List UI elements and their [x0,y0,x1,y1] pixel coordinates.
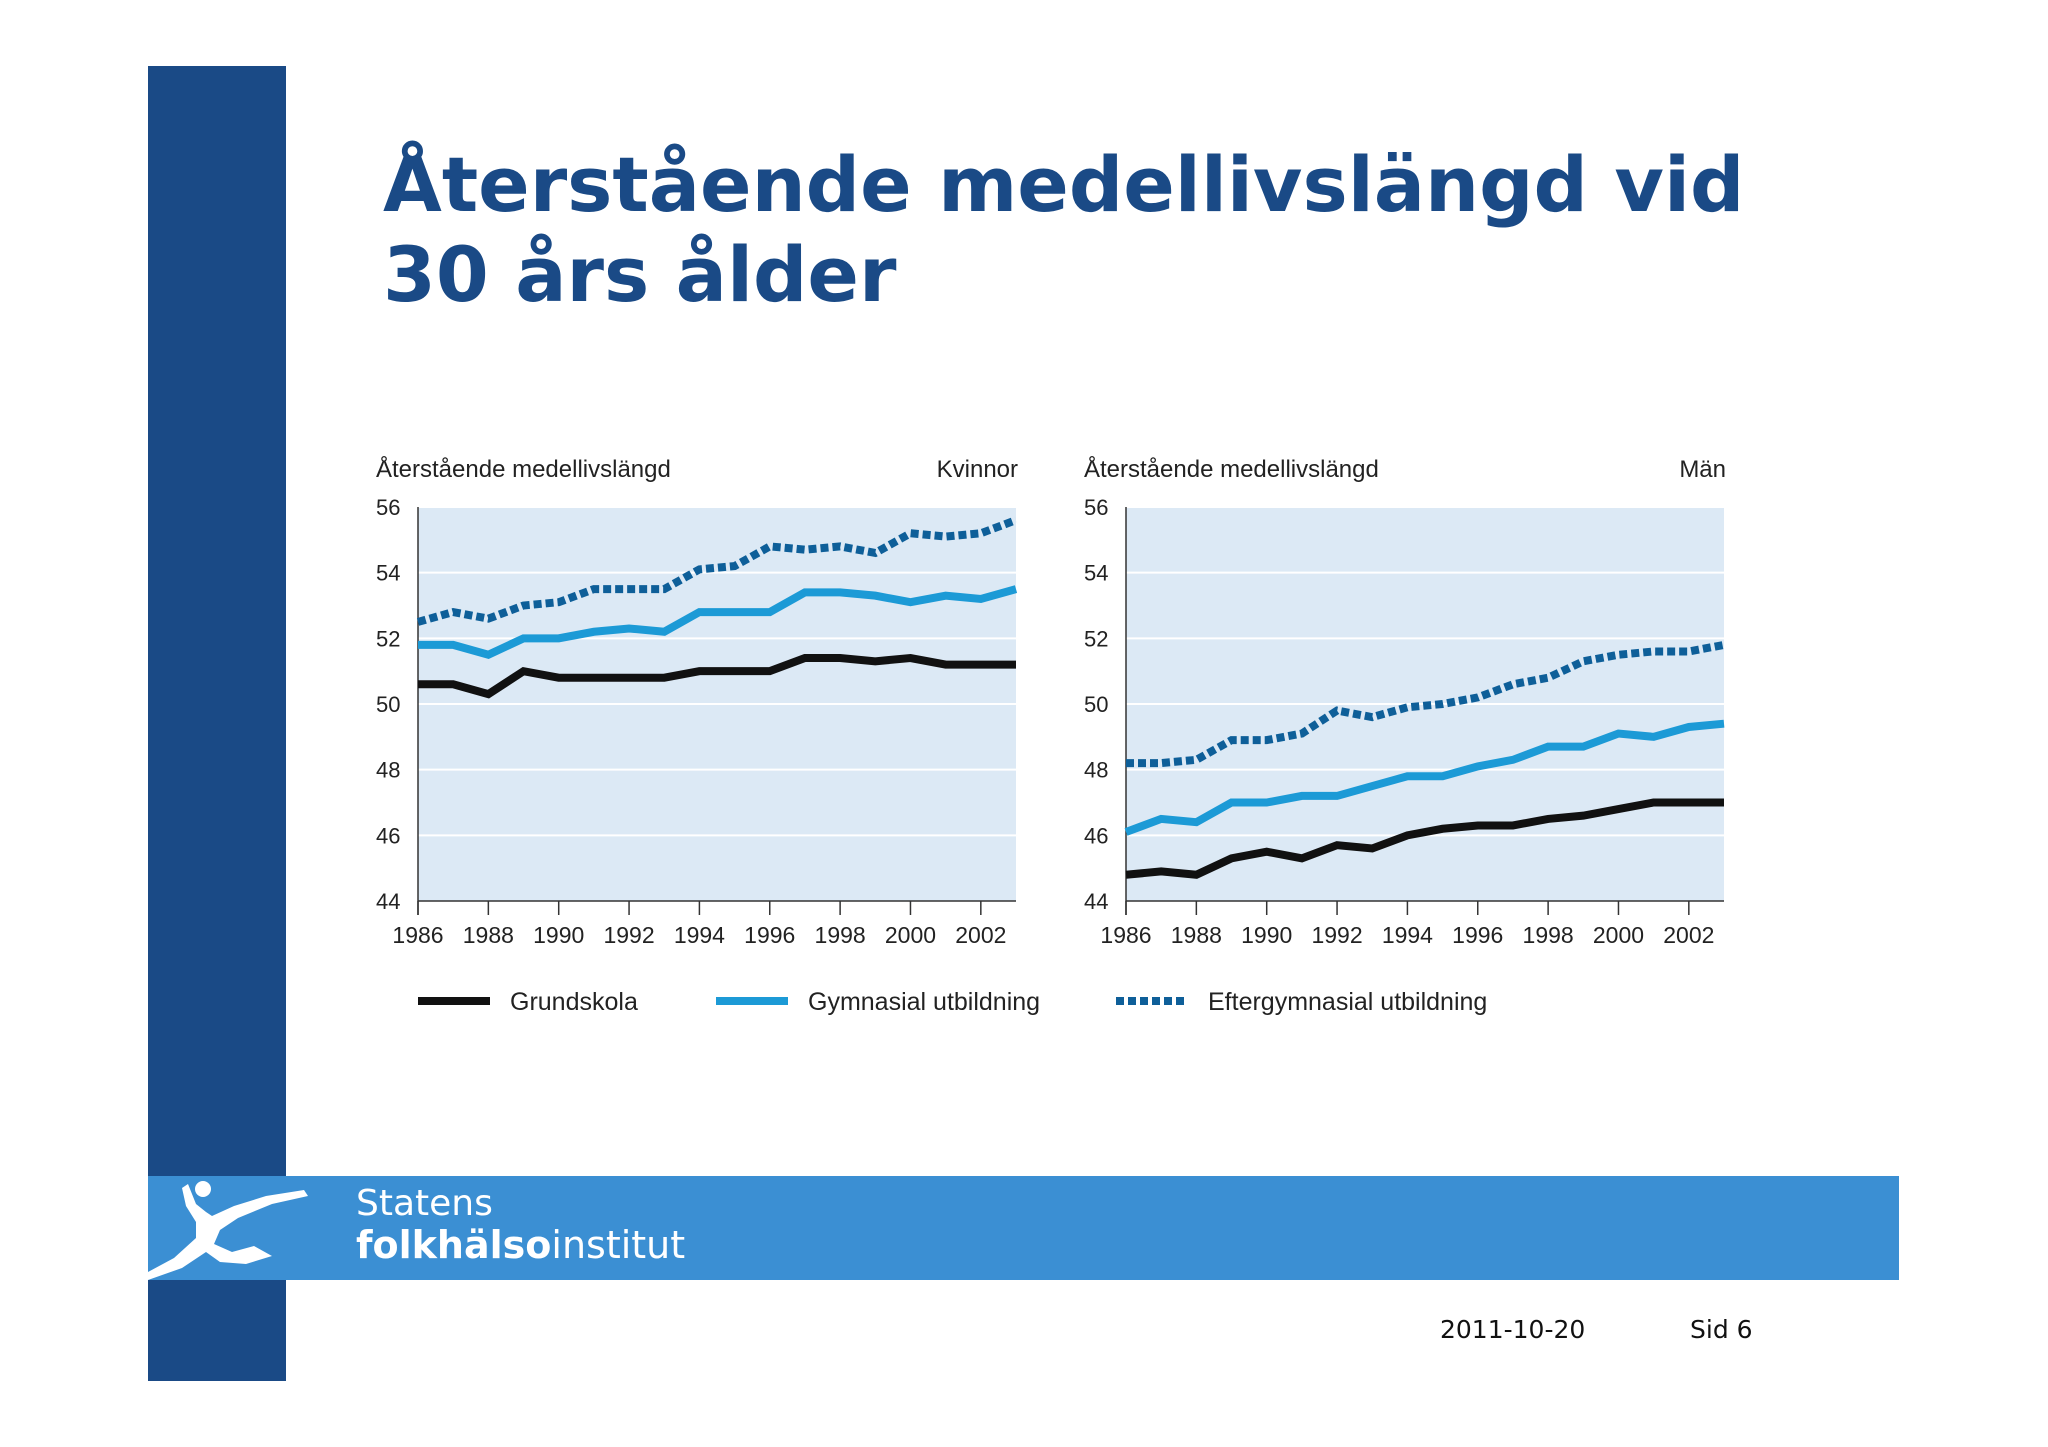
x-tick-label: 1992 [1311,922,1362,948]
y-tick-label: 48 [376,758,400,783]
y-tick-label: 46 [1084,823,1108,848]
y-tick-label: 44 [376,889,400,914]
x-tick-label: 1990 [1241,922,1292,948]
footer-date: 2011-10-20 [1440,1315,1586,1344]
series-line-eftergymnasial-utbildning [1126,640,1725,768]
y-tick-label: 50 [1084,692,1108,717]
series-line-grundskola [418,653,1016,699]
series-line-grundskola [1125,798,1724,879]
sidebar-accent [148,66,286,1381]
running-figure-logo-icon [148,1181,308,1280]
slide-title-line2: 30 års ålder [383,230,897,319]
chart-area: 44 46 48 50 52 54 56 1986 1988 1990 1992 1994 1996 19… [376,455,1726,1016]
x-tick-label: 2000 [1593,922,1644,948]
slide-title: Återstående medellivslängd vid 30 års ål… [383,140,1943,320]
x-tick-label: 1990 [533,922,584,948]
y-tick-label: 52 [376,626,400,651]
y-tick-label: 52 [1084,626,1108,651]
y-tick-label: 50 [376,692,400,717]
x-tick-label: 1994 [674,922,725,948]
series-line-eftergymnasial-utbildning [416,516,1018,626]
slide-title-line1: Återstående medellivslängd vid [383,140,1745,229]
legend-label: Grundskola [510,988,638,1016]
footer-page-number: Sid 6 [1690,1315,1753,1344]
logo-line2-bold: folkhälso [356,1223,552,1267]
y-tick-label: 56 [1084,495,1108,520]
footer-band [148,1176,1899,1280]
x-tick-label: 2002 [955,922,1006,948]
y-tick-label: 48 [1084,758,1108,783]
x-tick-label: 1986 [1100,922,1151,948]
x-tick-label: 1998 [1523,922,1574,948]
y-tick-label: 46 [376,823,400,848]
x-tick-label: 1986 [392,922,443,948]
logo-wordmark: Statens folkhälsoinstitut [356,1183,685,1265]
logo-line2: folkhälsoinstitut [356,1226,685,1264]
x-tick-label: 2002 [1663,922,1714,948]
panel-label: Kvinnor [937,456,1018,483]
legend-label: Gymnasial utbildning [808,988,1040,1016]
y-tick-label: 56 [376,495,400,520]
chart-legend: Grundskola Gymnasial utbildning Eftergymna… [418,988,1487,1016]
chart-panel-man: 44 46 48 50 52 54 56 1986 1988 1990 1992 1994 1996 19… [1084,455,1726,948]
logo-line2-normal: institut [551,1223,686,1267]
x-tick-label: 1988 [463,922,514,948]
x-tick-label: 1994 [1382,922,1433,948]
x-tick-label: 1996 [1452,922,1503,948]
chart-panel-kvinnor: 44 46 48 50 52 54 56 1986 1988 1990 1992 1994 1996 19… [376,455,1018,948]
x-tick-label: 1996 [744,922,795,948]
y-axis-title: Återstående medellivslängd [1084,455,1379,483]
x-tick-label: 2000 [885,922,936,948]
x-tick-label: 1992 [603,922,654,948]
series-line-gymnasial-utbildning [1124,719,1725,836]
y-tick-label: 44 [1084,889,1108,914]
series-line-gymnasial-utbildning [418,585,1018,660]
y-axis-title: Återstående medellivslängd [376,455,671,483]
x-tick-label: 1998 [815,922,866,948]
legend-label: Eftergymnasial utbildning [1208,988,1487,1016]
y-tick-label: 54 [376,561,400,586]
panel-label: Män [1679,456,1726,483]
x-tick-label: 1988 [1171,922,1222,948]
logo-line1: Statens [356,1183,493,1224]
y-tick-label: 54 [1084,561,1108,586]
